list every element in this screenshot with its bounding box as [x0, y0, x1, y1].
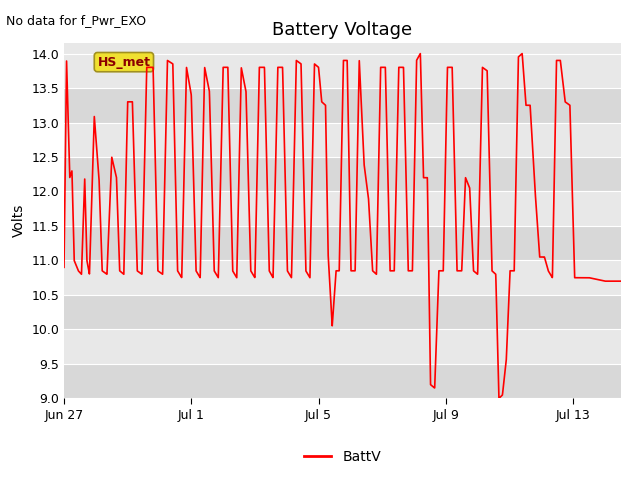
Bar — [64, 88, 621, 122]
Bar — [64, 329, 621, 364]
Bar — [64, 157, 621, 192]
Bar — [64, 295, 621, 329]
Bar — [64, 122, 621, 157]
Title: Battery Voltage: Battery Voltage — [273, 21, 412, 39]
Bar — [64, 261, 621, 295]
Text: HS_met: HS_met — [97, 56, 150, 69]
Y-axis label: Volts: Volts — [12, 204, 26, 238]
Bar — [64, 54, 621, 88]
Bar — [64, 226, 621, 261]
Bar — [64, 192, 621, 226]
Legend: BattV: BattV — [298, 444, 387, 469]
Bar — [64, 364, 621, 398]
Text: No data for f_Pwr_EXO: No data for f_Pwr_EXO — [6, 14, 147, 27]
